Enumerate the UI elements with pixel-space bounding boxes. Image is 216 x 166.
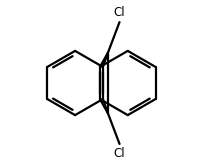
Text: Cl: Cl [114, 6, 125, 19]
Text: Cl: Cl [114, 147, 125, 160]
